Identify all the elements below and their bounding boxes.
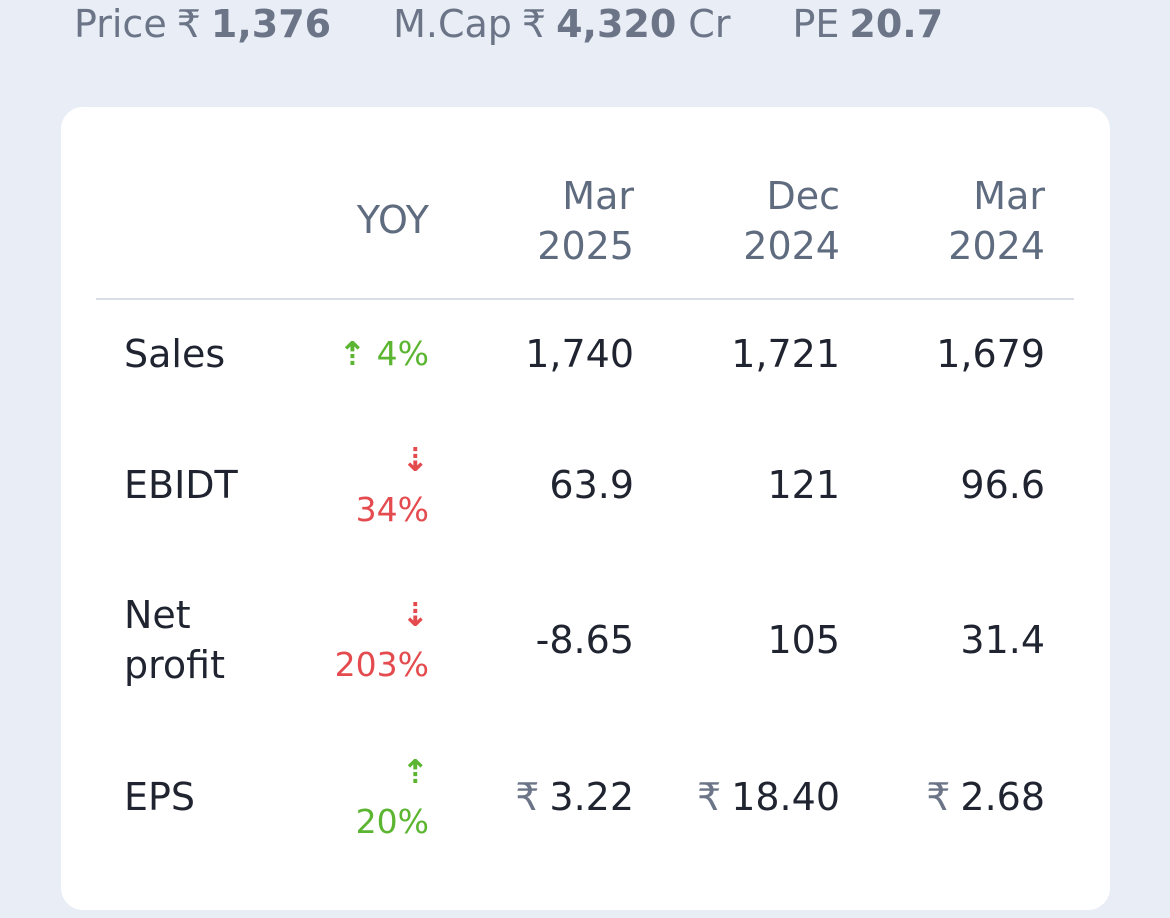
price-metric: Price ₹ 1,376 xyxy=(74,2,331,46)
row-label: Sales xyxy=(124,332,226,376)
rupee-icon: ₹ xyxy=(697,775,722,819)
eps-value: 2.68 xyxy=(960,775,1045,819)
mcap-unit: Cr xyxy=(688,2,731,46)
table-cell: ₹2.68 xyxy=(926,772,1045,822)
row-label: EPS xyxy=(124,775,196,819)
rupee-icon: ₹ xyxy=(521,2,547,46)
yoy-value: 203% xyxy=(334,645,429,684)
yoy-value: 20% xyxy=(355,802,429,841)
yoy-change: ⇣ 34% xyxy=(269,435,429,535)
rupee-icon: ₹ xyxy=(515,775,540,819)
arrow-up-icon: ⇡ xyxy=(401,752,429,791)
price-label: Price xyxy=(74,2,167,46)
price-value: 1,376 xyxy=(210,2,332,46)
header-col3-month: Mar xyxy=(973,174,1045,218)
table-cell: -8.65 xyxy=(535,618,634,662)
row-label-line1: Net xyxy=(124,593,191,637)
header-col2: Dec 2024 xyxy=(743,171,840,271)
yoy-change: ⇣ 203% xyxy=(269,590,429,690)
table-cell: 1,740 xyxy=(525,332,634,376)
eps-value: 18.40 xyxy=(731,775,840,819)
yoy-change: ⇡ 20% xyxy=(269,747,429,847)
quarterly-results-card: YOY Mar 2025 Dec 2024 Mar 2024 Sales ⇡ 4… xyxy=(61,107,1110,910)
header-divider xyxy=(96,298,1074,300)
header-col1-year: 2025 xyxy=(537,224,634,268)
header-yoy: YOY xyxy=(356,198,429,242)
table-cell: 121 xyxy=(767,463,840,507)
header-col3-year: 2024 xyxy=(948,224,1045,268)
yoy-value: 34% xyxy=(355,490,429,529)
yoy-change: ⇡ 4% xyxy=(269,329,429,379)
rupee-icon: ₹ xyxy=(176,2,201,46)
yoy-value: 4% xyxy=(376,334,429,373)
header-col2-year: 2024 xyxy=(743,224,840,268)
row-label-line2: profit xyxy=(124,643,225,687)
rupee-icon: ₹ xyxy=(926,775,951,819)
pe-value: 20.7 xyxy=(849,2,944,46)
mcap-label: M.Cap xyxy=(393,2,512,46)
arrow-down-icon: ⇣ xyxy=(401,595,429,634)
arrow-up-icon: ⇡ xyxy=(338,334,367,373)
header-col1: Mar 2025 xyxy=(537,171,634,271)
pe-metric: PE 20.7 xyxy=(792,2,943,46)
table-cell: 96.6 xyxy=(960,463,1045,507)
metrics-bar: Price ₹ 1,376 M.Cap ₹ 4,320 Cr PE 20.7 xyxy=(74,2,1005,46)
arrow-down-icon: ⇣ xyxy=(401,440,429,479)
table-cell: 63.9 xyxy=(549,463,634,507)
header-col3: Mar 2024 xyxy=(948,171,1045,271)
table-cell: ₹3.22 xyxy=(515,772,634,822)
table-cell: 1,721 xyxy=(731,332,840,376)
row-label: Net profit xyxy=(124,590,225,690)
header-col1-month: Mar xyxy=(562,174,634,218)
mcap-value: 4,320 xyxy=(556,2,677,46)
table-cell: 31.4 xyxy=(960,618,1045,662)
eps-value: 3.22 xyxy=(549,775,634,819)
mcap-metric: M.Cap ₹ 4,320 Cr xyxy=(393,2,730,46)
row-label: EBIDT xyxy=(124,463,238,507)
table-cell: 105 xyxy=(767,618,840,662)
table-cell: 1,679 xyxy=(936,332,1045,376)
header-col2-month: Dec xyxy=(766,174,840,218)
pe-label: PE xyxy=(792,2,840,46)
table-cell: ₹18.40 xyxy=(697,772,840,822)
